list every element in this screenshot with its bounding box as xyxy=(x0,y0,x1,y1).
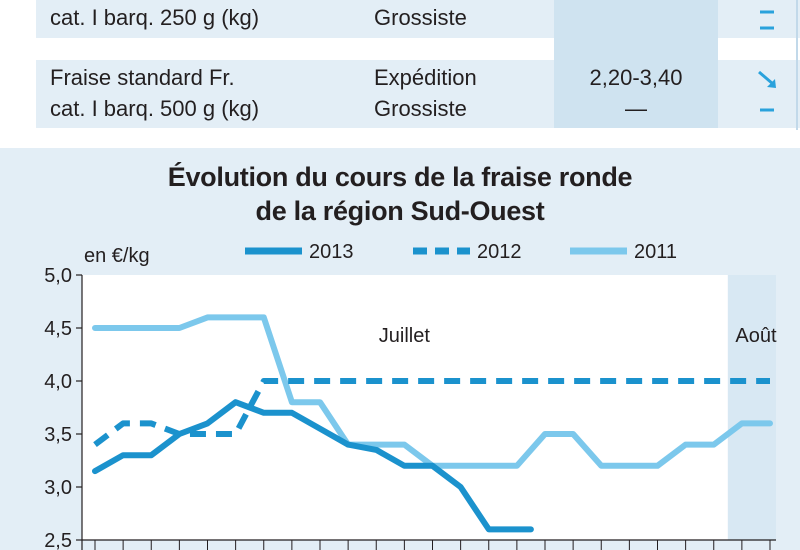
legend-label-2012: 2012 xyxy=(477,241,522,263)
august-shade xyxy=(727,275,776,540)
legend-label-2011: 2011 xyxy=(634,241,677,263)
series-line-2013 xyxy=(92,399,534,533)
trend-dash-icon xyxy=(760,108,774,112)
y-tick-label: 3,5 xyxy=(44,424,72,446)
product-cell: Fraise standard Fr. cat. I barq. 500 g (… xyxy=(50,65,260,121)
y-tick-label: 2,5 xyxy=(44,530,72,550)
y-tick-label: 5,0 xyxy=(44,265,72,287)
price-cell: 2,20-3,40 — xyxy=(589,65,683,121)
price-table: cat. I barq. 250 g (kg) Grossiste Fraise… xyxy=(36,0,800,130)
market-cell: Grossiste xyxy=(374,5,467,30)
y-tick-label: 3,0 xyxy=(44,477,72,499)
market-cell: Expédition Grossiste xyxy=(374,65,477,121)
y-tick-label: 4,5 xyxy=(44,318,72,340)
product-cell: cat. I barq. 250 g (kg) xyxy=(50,5,260,30)
series-line-2012 xyxy=(93,378,770,447)
series-group xyxy=(92,314,773,533)
axes xyxy=(76,274,776,550)
trend-dash-icon xyxy=(760,10,774,30)
month-label: Juillet xyxy=(379,325,431,347)
legend-label-2013: 2013 xyxy=(309,241,354,263)
chart-title: Évolution du cours de la fraise ronde de… xyxy=(0,160,800,228)
plot-area xyxy=(82,275,776,540)
y-tick-label: 4,0 xyxy=(44,371,72,393)
table-border xyxy=(796,0,798,130)
trend-down-icon xyxy=(758,70,776,88)
chart-title-line-1: Évolution du cours de la fraise ronde xyxy=(167,162,633,192)
month-label: Août xyxy=(735,325,777,347)
y-axis-label: en €/kg xyxy=(84,245,150,267)
price-column-highlight xyxy=(554,0,718,128)
chart-title-line-2: de la région Sud-Ouest xyxy=(255,196,545,226)
legend: 2013 2012 2011 xyxy=(245,241,677,263)
labels-group: 5,0 4,5 4,0 3,5 3,0 2,5 en €/kg Juillet Août xyxy=(44,245,777,550)
